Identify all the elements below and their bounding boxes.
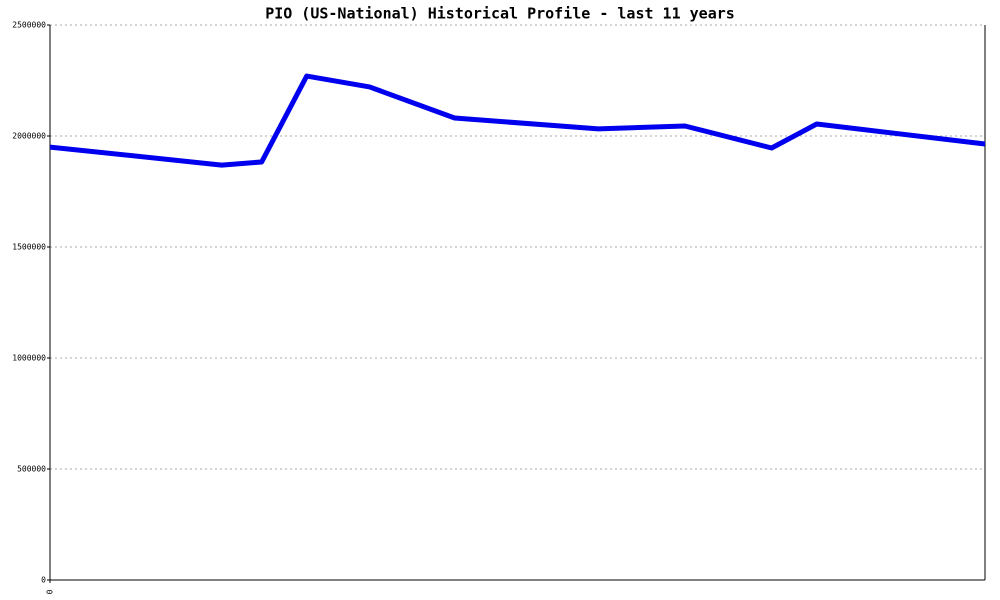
chart-title: PIO (US-National) Historical Profile - l… (265, 5, 735, 23)
y-tick-label: 500000 (17, 465, 46, 474)
x-tick-label: 0 (46, 589, 55, 594)
y-tick-label: 1500000 (12, 243, 46, 252)
y-tick-label: 1000000 (12, 354, 46, 363)
y-tick-label: 2000000 (12, 132, 46, 141)
y-tick-label: 0 (41, 576, 46, 585)
y-tick-label: 2500000 (12, 21, 46, 30)
data-line (49, 73, 986, 168)
